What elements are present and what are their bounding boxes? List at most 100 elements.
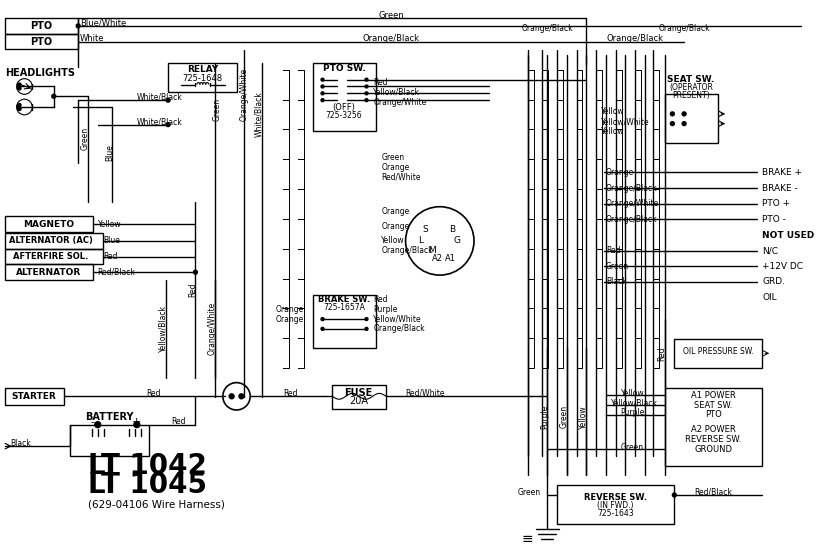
- Circle shape: [672, 493, 677, 497]
- Text: Green: Green: [606, 262, 629, 271]
- Text: PTO SW.: PTO SW.: [323, 64, 365, 73]
- Text: Blue: Blue: [103, 236, 121, 245]
- Text: Yellow: Yellow: [601, 127, 625, 136]
- Bar: [664, 94, 718, 143]
- Text: ALTERNATOR: ALTERNATOR: [16, 268, 81, 277]
- Circle shape: [321, 85, 324, 88]
- Text: Purple: Purple: [374, 305, 397, 314]
- Text: 725-1643: 725-1643: [598, 509, 634, 518]
- Circle shape: [321, 99, 324, 102]
- Text: FUSE: FUSE: [345, 389, 373, 398]
- Text: +: +: [132, 417, 141, 427]
- Circle shape: [321, 318, 324, 320]
- Text: Green: Green: [621, 442, 644, 451]
- Circle shape: [321, 92, 324, 95]
- Text: (IN FWD.): (IN FWD.): [598, 501, 634, 510]
- Text: Green: Green: [518, 488, 541, 497]
- Text: PTO: PTO: [30, 36, 52, 46]
- Text: Purple: Purple: [621, 408, 645, 417]
- Text: Green: Green: [559, 405, 568, 428]
- Text: Black: Black: [10, 438, 30, 447]
- Text: Red: Red: [374, 78, 388, 87]
- Text: MAGNETO: MAGNETO: [23, 220, 75, 229]
- Circle shape: [94, 422, 101, 428]
- Text: Red/Black: Red/Black: [98, 268, 135, 277]
- Bar: [5, 249, 103, 264]
- Bar: [5, 18, 78, 34]
- Text: Orange: Orange: [606, 168, 634, 177]
- Text: Red: Red: [657, 346, 666, 361]
- Text: Red: Red: [606, 246, 621, 255]
- Text: PTO -: PTO -: [763, 215, 787, 224]
- Circle shape: [166, 98, 170, 102]
- Text: Red: Red: [171, 417, 186, 426]
- Text: B: B: [450, 225, 456, 234]
- Circle shape: [321, 78, 324, 81]
- Bar: [333, 385, 386, 409]
- Text: (OFF): (OFF): [333, 104, 355, 113]
- Text: Red: Red: [103, 252, 118, 261]
- Text: Orange/White: Orange/White: [240, 68, 249, 121]
- Text: Orange/Black: Orange/Black: [521, 24, 573, 34]
- Bar: [664, 388, 763, 466]
- Text: White/Black: White/Black: [137, 117, 182, 126]
- Text: OIL: OIL: [763, 293, 777, 302]
- Text: A1 POWER: A1 POWER: [691, 391, 736, 400]
- Circle shape: [194, 270, 197, 274]
- Text: Blue: Blue: [105, 144, 114, 161]
- Circle shape: [365, 92, 368, 95]
- Text: Yellow: Yellow: [381, 236, 405, 245]
- Text: Red: Red: [147, 389, 161, 398]
- Circle shape: [365, 328, 368, 330]
- Text: 725-1648: 725-1648: [182, 74, 222, 83]
- Text: -: -: [91, 417, 95, 427]
- Text: BRAKE +: BRAKE +: [763, 168, 802, 177]
- Text: S: S: [422, 225, 428, 234]
- Text: White/Black: White/Black: [137, 93, 182, 102]
- Text: Red: Red: [374, 295, 388, 304]
- Text: PTO +: PTO +: [763, 199, 791, 208]
- Bar: [71, 424, 149, 456]
- Text: OIL PRESSURE SW.: OIL PRESSURE SW.: [683, 347, 754, 356]
- Text: L: L: [418, 236, 424, 245]
- Circle shape: [365, 85, 368, 88]
- Circle shape: [682, 122, 686, 125]
- Text: GRD.: GRD.: [763, 277, 786, 287]
- Text: (629-04106 Wire Harness): (629-04106 Wire Harness): [88, 500, 225, 510]
- Text: (OPERATOR: (OPERATOR: [669, 83, 713, 92]
- Text: BATTERY: BATTERY: [85, 412, 134, 422]
- Text: N/C: N/C: [763, 246, 778, 255]
- Text: Yellow/Black: Yellow/Black: [374, 88, 420, 97]
- Circle shape: [134, 422, 140, 428]
- Bar: [674, 339, 763, 368]
- Text: Orange/Black: Orange/Black: [606, 215, 658, 224]
- Text: HEADLIGHTS: HEADLIGHTS: [5, 68, 75, 78]
- Text: 725-1657A: 725-1657A: [323, 303, 365, 312]
- Text: STARTER: STARTER: [11, 392, 57, 401]
- Text: ALTERNATOR (AC): ALTERNATOR (AC): [9, 236, 93, 245]
- Text: Red/Black: Red/Black: [694, 488, 732, 497]
- Text: Orange/White: Orange/White: [606, 199, 659, 208]
- Text: Orange/White: Orange/White: [208, 302, 217, 356]
- Text: REVERSE SW.: REVERSE SW.: [686, 435, 741, 444]
- Circle shape: [166, 123, 170, 127]
- Circle shape: [18, 104, 21, 106]
- Text: Yellow/Black: Yellow/Black: [158, 305, 167, 352]
- Text: Orange: Orange: [276, 305, 304, 314]
- Text: Yellow/White: Yellow/White: [374, 315, 422, 324]
- Text: Black: Black: [606, 277, 626, 287]
- Text: REVERSE SW.: REVERSE SW.: [585, 493, 647, 502]
- Text: Red: Red: [283, 389, 298, 398]
- Circle shape: [52, 94, 56, 98]
- Bar: [5, 217, 93, 232]
- Text: Green: Green: [213, 97, 222, 120]
- Text: 725-3256: 725-3256: [326, 111, 362, 120]
- Bar: [557, 485, 674, 524]
- Text: Green: Green: [80, 127, 89, 150]
- Text: Yellow: Yellow: [601, 108, 625, 116]
- Text: Orange/Black: Orange/Black: [381, 246, 433, 255]
- Text: Orange: Orange: [276, 315, 304, 324]
- Text: Yellow/White: Yellow/White: [601, 117, 649, 126]
- Text: Orange/White: Orange/White: [374, 97, 427, 106]
- Circle shape: [18, 83, 21, 86]
